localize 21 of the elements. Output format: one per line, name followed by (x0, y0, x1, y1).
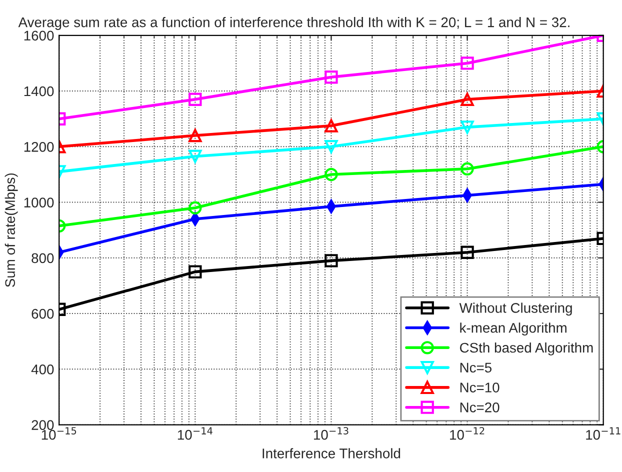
y-axis-title: Sum of rate(Mbps) (4, 173, 18, 287)
y-tick-label: 600 (32, 308, 54, 319)
legend-label: CSth based Algorithm (460, 342, 593, 356)
legend-label: Nc=20 (460, 402, 500, 412)
y-tick-label: 1200 (24, 142, 54, 152)
x-axis-title: Interference Thershold (262, 448, 400, 458)
y-tick-label: 200 (32, 420, 54, 430)
legend-label: k-mean Algorithm (460, 322, 566, 336)
y-tick-label: 1600 (24, 30, 54, 41)
y-tick-label: 1400 (24, 86, 54, 96)
y-tick-label: 800 (32, 253, 54, 264)
legend-label: Nc=5 (460, 362, 492, 373)
chart-title: Average sum rate as a function of interference threshold Ith with K = 20; L = 1 and N = 32. (18, 17, 570, 30)
legend-label: Nc=10 (460, 382, 500, 392)
x-tick-label: 10$^{−12}$ (450, 427, 484, 440)
x-tick-label: 10$^{−13}$ (314, 427, 348, 440)
x-tick-label: 10$^{−11}$ (586, 427, 620, 440)
x-tick-label: 10$^{−14}$ (178, 427, 212, 440)
y-tick-label: 400 (31, 364, 54, 374)
y-tick-label: 1000 (24, 198, 54, 208)
legend-label: Without Clustering (459, 302, 572, 316)
